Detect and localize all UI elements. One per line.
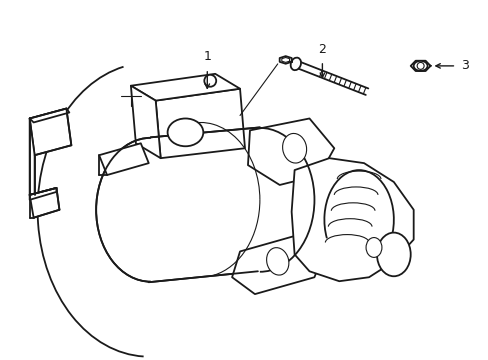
- Ellipse shape: [376, 233, 410, 276]
- Polygon shape: [291, 158, 413, 281]
- Ellipse shape: [167, 118, 203, 146]
- Ellipse shape: [366, 238, 381, 257]
- Ellipse shape: [413, 61, 427, 71]
- Polygon shape: [30, 188, 56, 200]
- Polygon shape: [30, 109, 69, 122]
- Polygon shape: [279, 56, 291, 64]
- Polygon shape: [96, 127, 314, 282]
- Ellipse shape: [266, 248, 288, 275]
- Ellipse shape: [290, 58, 301, 70]
- Polygon shape: [410, 61, 429, 71]
- Polygon shape: [290, 59, 367, 95]
- Polygon shape: [247, 118, 334, 185]
- Text: 1: 1: [203, 50, 211, 63]
- Polygon shape: [131, 74, 240, 100]
- Polygon shape: [131, 86, 161, 158]
- Polygon shape: [30, 118, 35, 195]
- Circle shape: [416, 62, 423, 69]
- Text: 2: 2: [318, 43, 325, 56]
- Text: 3: 3: [460, 59, 468, 72]
- Polygon shape: [232, 235, 324, 294]
- Ellipse shape: [282, 134, 306, 163]
- Polygon shape: [30, 109, 71, 155]
- Polygon shape: [99, 143, 148, 175]
- Polygon shape: [30, 188, 60, 218]
- Circle shape: [204, 75, 216, 87]
- Polygon shape: [155, 89, 244, 158]
